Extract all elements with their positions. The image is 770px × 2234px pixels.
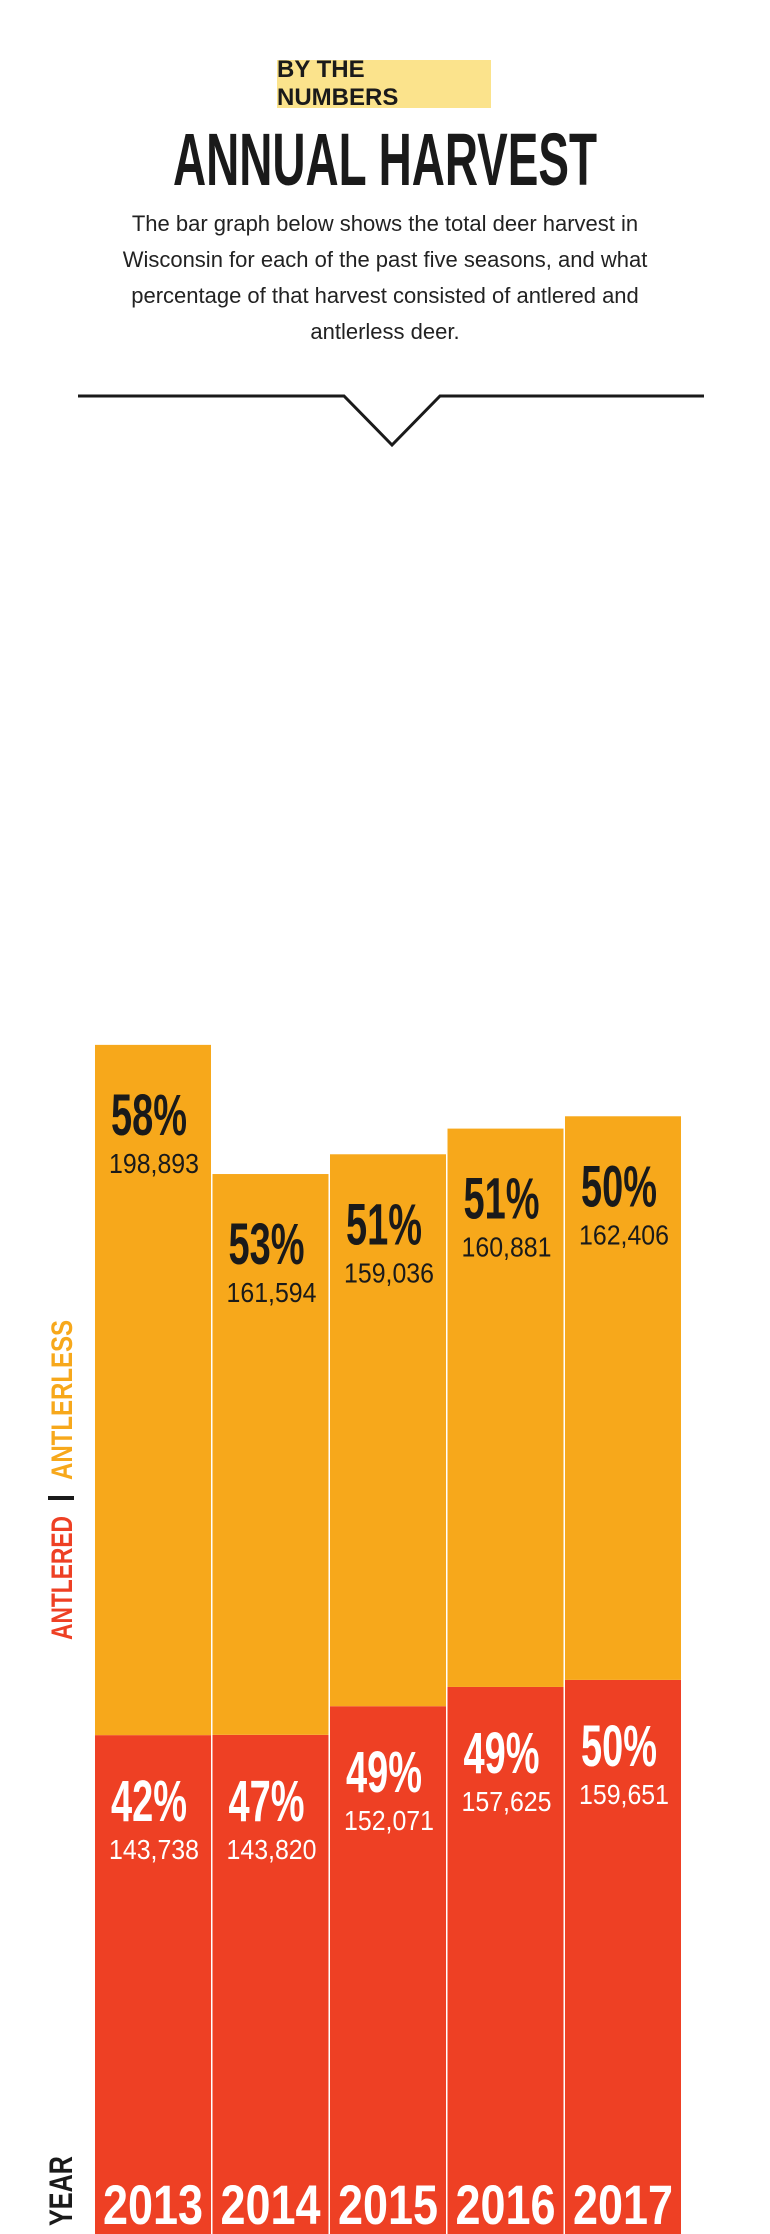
label-antlerless-value-2014: 161,594 <box>227 1277 317 1308</box>
label-antlered-percent-2014: 47% <box>229 1769 305 1834</box>
label-antlerless-percent-2015: 51% <box>346 1192 422 1257</box>
bars-group <box>95 1044 681 2234</box>
label-antlerless-percent-2017: 50% <box>581 1154 657 1219</box>
labels-group: 58%198,893 42%143,738 2013 53%161,594 47%143… <box>103 1083 673 2234</box>
x-axis-label-group: YEAR <box>43 2156 79 2226</box>
label-antlered-value-2013: 143,738 <box>109 1834 199 1865</box>
kicker-badge: BY THE NUMBERS <box>277 56 491 111</box>
bar-antlerless-2017 <box>565 1116 681 1680</box>
bar-antlerless-2013 <box>95 1044 211 1736</box>
x-tick-label-2013: 2013 <box>103 2173 203 2234</box>
label-antlered-value-2017: 159,651 <box>579 1779 669 1810</box>
legend-antlered: ANTLERED <box>46 1516 79 1640</box>
label-antlered-percent-2013: 42% <box>111 1769 187 1834</box>
label-antlered-value-2014: 143,820 <box>227 1834 317 1865</box>
page-title: ANNUAL HARVEST <box>172 118 598 201</box>
legend: ANTLERED ANTLERLESS <box>46 1320 79 1640</box>
label-antlerless-percent-2013: 58% <box>111 1083 187 1148</box>
bar-antlerless-2016 <box>447 1128 564 1687</box>
label-antlered-percent-2017: 50% <box>581 1714 657 1779</box>
bar-antlered-2013 <box>95 1735 211 2234</box>
section-divider-notch <box>78 394 704 448</box>
x-axis-label: YEAR <box>43 2156 79 2226</box>
label-antlerless-value-2013: 198,893 <box>109 1148 199 1179</box>
label-antlered-percent-2015: 49% <box>346 1740 422 1805</box>
x-tick-label-2016: 2016 <box>456 2173 556 2234</box>
legend-separator <box>48 1496 74 1500</box>
label-antlerless-percent-2016: 51% <box>464 1167 540 1232</box>
label-antlerless-value-2017: 162,406 <box>579 1219 669 1250</box>
label-antlerless-value-2015: 159,036 <box>344 1257 434 1288</box>
x-tick-label-2015: 2015 <box>338 2173 438 2234</box>
bar-antlered-2017 <box>565 1679 681 2234</box>
x-tick-label-2017: 2017 <box>573 2173 673 2234</box>
legend-antlerless: ANTLERLESS <box>46 1320 79 1480</box>
bar-antlerless-2015 <box>330 1154 446 1707</box>
bar-antlered-2016 <box>447 1686 564 2234</box>
kicker-text: BY THE NUMBERS <box>277 56 399 111</box>
bar-antlered-2014 <box>212 1734 329 2234</box>
bar-antlered-2015 <box>330 1706 446 2234</box>
label-antlered-percent-2016: 49% <box>464 1721 540 1786</box>
chart-description: The bar graph below shows the total deer… <box>122 211 648 344</box>
label-antlerless-percent-2014: 53% <box>229 1212 305 1277</box>
x-tick-label-2014: 2014 <box>221 2173 321 2234</box>
label-antlerless-value-2016: 160,881 <box>462 1232 552 1263</box>
bar-antlerless-2014 <box>212 1174 329 1735</box>
label-antlered-value-2015: 152,071 <box>344 1805 434 1836</box>
label-antlered-value-2016: 157,625 <box>462 1786 552 1817</box>
